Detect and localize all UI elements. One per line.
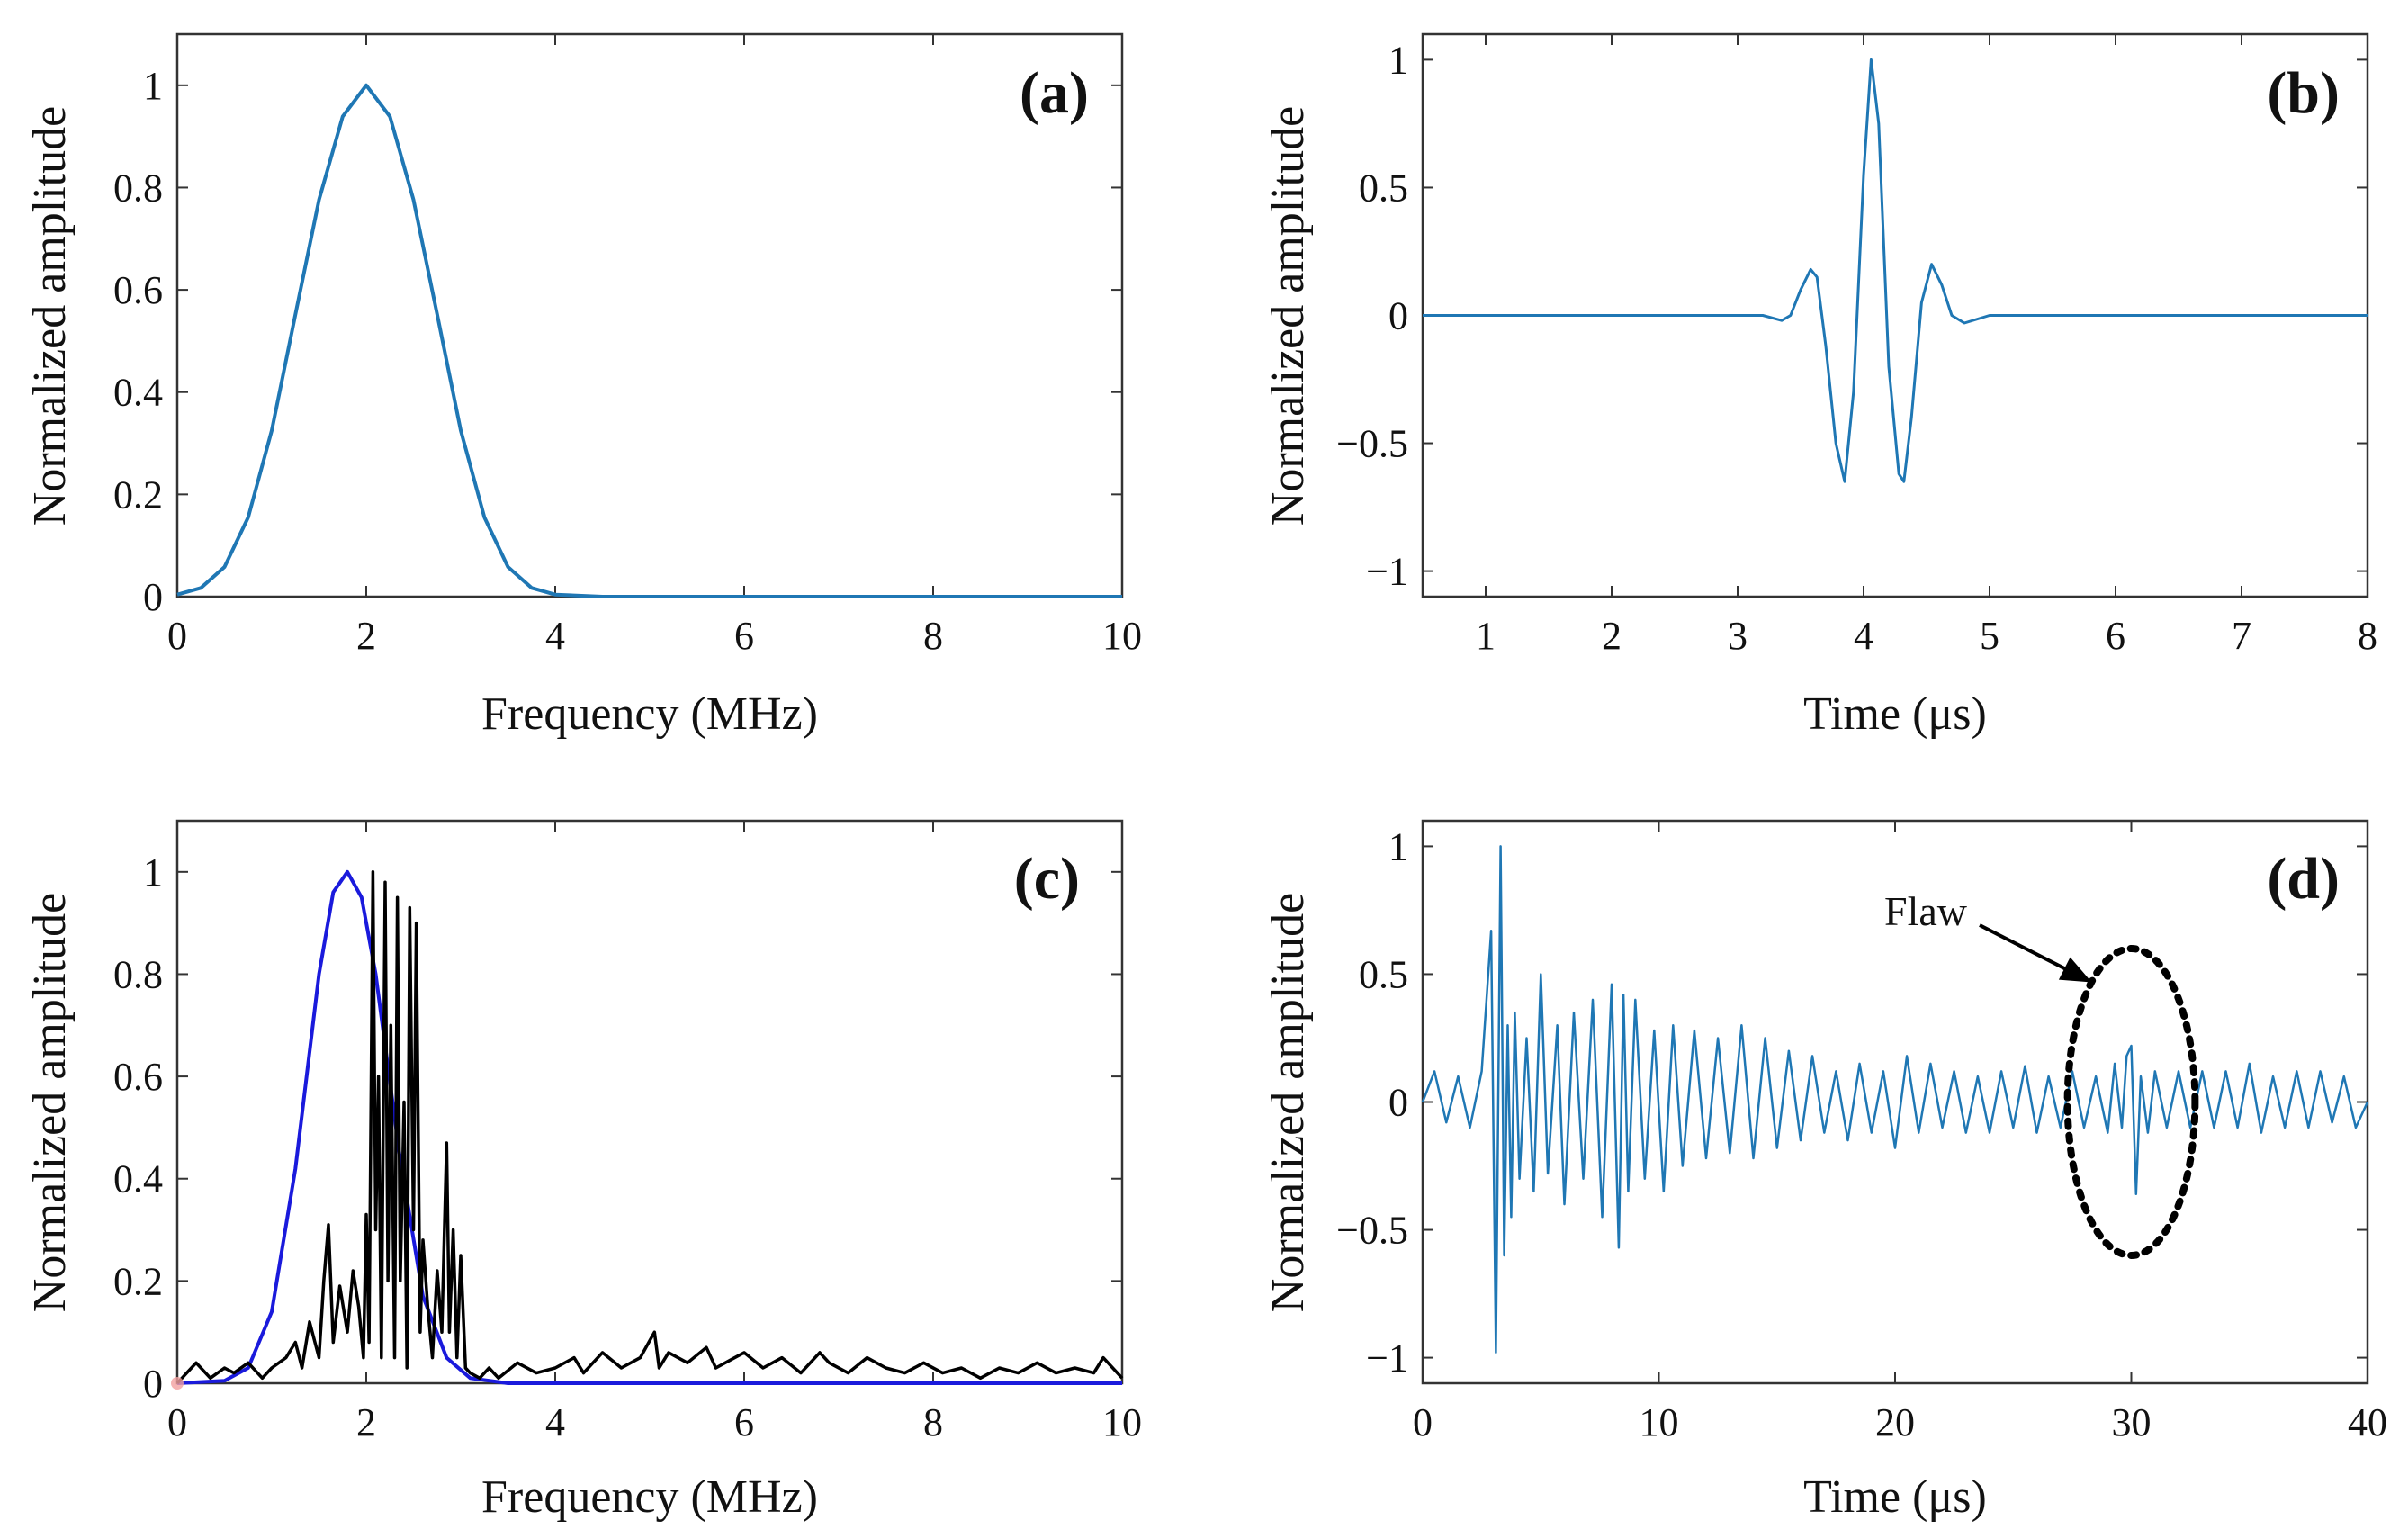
panel-c-x-axis-label: Frequency (MHz)	[481, 1471, 818, 1523]
panel-b-x-tick-label: 4	[1854, 614, 1873, 658]
panel-d: 0 10 20 30 40 −1 −0.5 0 0.5 1 Flaw Time (μs) Norm…	[1262, 819, 2387, 1523]
panel-b-y-tick-label: −1	[1366, 550, 1408, 594]
panel-b-x-tick-label: 6	[2106, 614, 2125, 658]
panel-d-y-tick-label: 0.5	[1359, 952, 1408, 996]
panel-b-x-tick-label: 3	[1728, 614, 1748, 658]
panel-d-ticks: 0 10 20 30 40 −1 −0.5 0 0.5 1	[1336, 821, 2387, 1444]
flaw-ellipse	[2063, 945, 2199, 1259]
panel-c-y-tick-label: 1	[143, 850, 163, 895]
panel-b-ticks: 1 2 3 4 5 6 7 8 −1 −0.5 0 0.5 1	[1336, 34, 2377, 658]
panel-a-x-tick-label: 6	[734, 614, 754, 658]
panel-c-x-tick-label: 4	[545, 1400, 565, 1444]
panel-b-x-axis-label: Time (μs)	[1803, 688, 1987, 740]
panel-c-series-line-reference	[176, 869, 1122, 1385]
flaw-arrow	[1979, 923, 2071, 973]
panel-d-series-line	[1421, 845, 2369, 1354]
flaw-arrow-head	[2058, 957, 2092, 983]
panel-a-x-tick-label: 2	[356, 614, 376, 658]
panel-d-y-tick-label: 0	[1388, 1081, 1408, 1125]
panel-c-x-tick-label: 0	[167, 1400, 187, 1444]
panel-c-y-tick-label: 0.4	[113, 1157, 163, 1201]
panel-d-x-tick-label: 30	[2112, 1400, 2152, 1444]
panel-c-label: (c)	[1014, 846, 1080, 912]
panel-b: 1 2 3 4 5 6 7 8 −1 −0.5 0 0.5 1 Time (μs) Normalized…	[1262, 32, 2377, 740]
panel-c-origin-marker	[171, 1377, 184, 1390]
panel-a-x-tick-label: 8	[923, 614, 943, 658]
panel-c-y-tick-label: 0.8	[113, 952, 163, 996]
panel-a-label: (a)	[1020, 60, 1089, 126]
panel-c: 0 2 4 6 8 10 0 0.2 0.4 0.6 0.8 1 Frequency (MHz) No…	[24, 819, 1142, 1523]
panel-d-y-axis-label: Normalized amplitude	[1262, 893, 1314, 1312]
panel-a-series-line	[176, 83, 1122, 598]
panel-a-y-axis-label: Normalized amplitude	[24, 106, 76, 526]
panel-d-x-tick-label: 10	[1640, 1400, 1679, 1444]
panel-b-x-tick-label: 5	[1980, 614, 1999, 658]
panel-c-x-tick-label: 2	[356, 1400, 376, 1444]
panel-c-y-tick-label: 0	[143, 1362, 163, 1406]
panel-b-x-tick-label: 8	[2358, 614, 2377, 658]
panel-a-y-tick-label: 0	[143, 575, 163, 619]
panel-a: 0 2 4 6 8 10 0 0.2 0.4 0.6 0.8 1 Frequency (MHz) No…	[24, 32, 1142, 740]
panel-a-ticks: 0 2 4 6 8 10 0 0.2 0.4 0.6 0.8 1	[113, 34, 1142, 658]
panel-d-y-tick-label: −1	[1366, 1336, 1408, 1381]
panel-a-x-tick-label: 10	[1102, 614, 1142, 658]
panel-c-x-tick-label: 8	[923, 1400, 943, 1444]
panel-b-x-tick-label: 1	[1476, 614, 1496, 658]
panel-b-y-tick-label: 1	[1388, 38, 1408, 82]
panel-c-series-line-measured	[175, 870, 1124, 1385]
panel-c-x-tick-label: 6	[734, 1400, 754, 1444]
panel-b-y-tick-label: 0	[1388, 294, 1408, 338]
panel-d-x-tick-label: 40	[2348, 1400, 2387, 1444]
panel-c-ticks: 0 2 4 6 8 10 0 0.2 0.4 0.6 0.8 1	[113, 821, 1142, 1444]
panel-a-x-tick-label: 4	[545, 614, 565, 658]
panel-c-y-axis-label: Normalized amplitude	[24, 893, 76, 1312]
panel-d-x-tick-label: 0	[1413, 1400, 1433, 1444]
panel-b-y-tick-label: −0.5	[1336, 422, 1408, 466]
panel-b-x-tick-label: 7	[2232, 614, 2251, 658]
panel-b-x-tick-label: 2	[1602, 614, 1622, 658]
panel-d-y-tick-label: 1	[1388, 824, 1408, 868]
panel-d-label: (d)	[2267, 846, 2340, 912]
panel-c-x-tick-label: 10	[1102, 1400, 1142, 1444]
panel-a-y-tick-label: 0.8	[113, 166, 163, 210]
panel-d-x-tick-label: 20	[1875, 1400, 1915, 1444]
panel-a-y-tick-label: 1	[143, 64, 163, 108]
panel-c-y-tick-label: 0.6	[113, 1055, 163, 1099]
panel-d-y-tick-label: −0.5	[1336, 1209, 1408, 1253]
panel-a-x-axis-label: Frequency (MHz)	[481, 688, 818, 740]
panel-d-x-axis-label: Time (μs)	[1803, 1471, 1987, 1523]
flaw-annotation-label: Flaw	[1884, 888, 1968, 934]
panel-b-y-axis-label: Normalized amplitude	[1262, 106, 1314, 526]
panel-a-x-tick-label: 0	[167, 614, 187, 658]
panel-b-series-line	[1423, 58, 2368, 483]
panel-a-y-tick-label: 0.4	[113, 371, 163, 415]
panel-c-y-tick-label: 0.2	[113, 1259, 163, 1303]
panel-b-label: (b)	[2267, 60, 2340, 126]
panel-a-y-tick-label: 0.2	[113, 472, 163, 517]
panel-a-y-tick-label: 0.6	[113, 268, 163, 312]
panel-b-y-tick-label: 0.5	[1359, 166, 1408, 210]
